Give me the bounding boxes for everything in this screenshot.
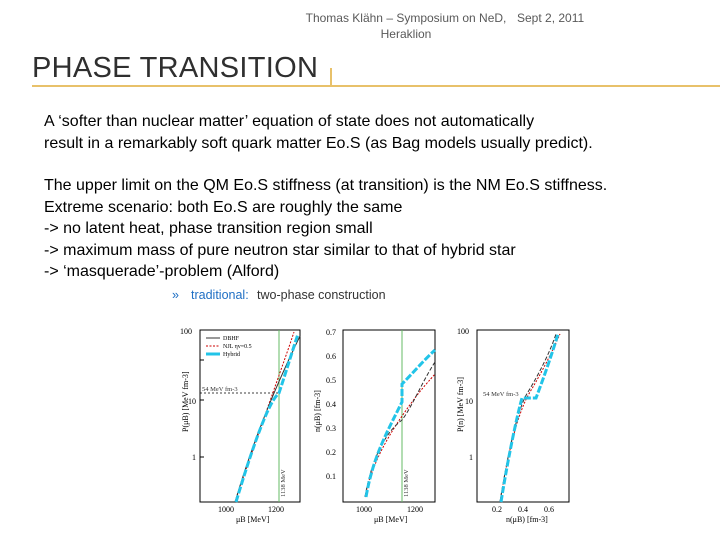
paragraph-1-line: result in a remarkably soft quark matter…	[44, 134, 593, 152]
legend-hybrid-label: Hybrid	[223, 352, 240, 358]
panel-2-njl-curve	[364, 373, 436, 498]
panel-3-ytick-label: 1	[469, 453, 473, 462]
panel-3: 100 10 1 0.2 0.4 0.6 n(μB) [fm-3] P(n) […	[456, 327, 570, 524]
panel-2-ylabel: n(μB) [fm-3]	[313, 390, 322, 432]
panel-3-xlabel: n(μB) [fm-3]	[506, 515, 548, 524]
title-rule-tick	[330, 68, 332, 87]
panel-1-ytick-label: 1	[192, 453, 196, 462]
panel-2-ytick-label: 0.3	[326, 424, 336, 433]
panel-2-ytick-label: 0.1	[326, 472, 336, 481]
header-author: Thomas Klähn – Symposium on NeD, Herakli…	[300, 10, 512, 42]
panel-1-ytick-label: 100	[180, 327, 192, 336]
panel-3-xtick-label: 0.2	[492, 505, 502, 514]
header-author-line2: Heraklion	[380, 27, 432, 41]
panel-1-ylabel: P(μB) [MeV fm-3]	[181, 371, 190, 432]
panel-1-vlabel: 1138 MeV	[280, 469, 287, 497]
panel-2-ytick-label: 0.2	[326, 448, 336, 457]
panel-3-njl-curve	[499, 333, 561, 503]
panel-2-dbhf-curve	[364, 361, 436, 498]
panel-1-annotation: 54 MeV fm-3	[202, 386, 238, 393]
panel-1-dbhf-curve	[234, 335, 301, 503]
panel-1-frame	[199, 329, 301, 503]
legend-dbhf-label: DBHF	[223, 336, 240, 342]
panel-2-ytick-label: 0.6	[326, 352, 336, 361]
panel-1-xlabel: μB [MeV]	[236, 515, 270, 524]
legend-njl-label: NJL ηv=0.5	[223, 344, 252, 350]
panel-2-vlabel: 1138 MeV	[403, 469, 410, 497]
figure-heading-arrow-icon: »	[172, 288, 179, 302]
panel-2-xtick-label: 1200	[407, 505, 423, 514]
panel-3-hybrid-curve	[499, 333, 560, 503]
paragraph-2-line: Extreme scenario: both Eo.S are roughly …	[44, 198, 403, 216]
paragraph-1: A ‘softer than nuclear matter’ equation …	[44, 111, 593, 154]
paragraph-2-line: -> ‘masquerade’-problem (Alford)	[44, 263, 280, 280]
figure-svg: » traditional: two-phase construction 10…	[172, 288, 570, 524]
panel-2-xtick-label: 1000	[356, 505, 372, 514]
figure-phase-transition: » traditional: two-phase construction 10…	[150, 282, 590, 540]
panel-3-ytick-label: 100	[457, 327, 469, 336]
title-rule	[32, 85, 720, 87]
panel-1: 100 10 1 1000 1200 μB [MeV] P(μB) [MeV f…	[180, 327, 301, 524]
paragraph-2-line: -> no latent heat, phase transition regi…	[44, 220, 373, 237]
figure-heading-rest: two-phase construction	[257, 288, 386, 302]
panel-3-ytick-label: 10	[465, 397, 473, 406]
paragraph-2-line: -> maximum mass of pure neutron star sim…	[44, 241, 516, 259]
header-date: Sept 2, 2011	[517, 11, 585, 25]
panel-1-hybrid-curve	[234, 333, 300, 503]
panel-2: 0.7 0.6 0.5 0.4 0.3 0.2 0.1 1000 1200 μB…	[313, 328, 437, 524]
panel-2-ytick-label: 0.7	[326, 328, 336, 337]
header-author-line1: Thomas Klähn – Symposium on NeD,	[305, 11, 507, 25]
paragraph-2-line: The upper limit on the QM Eo.S stiffness…	[44, 177, 608, 194]
panel-2-hybrid-curve	[364, 348, 437, 498]
panel-3-annotation: 54 MeV fm-3	[483, 391, 519, 398]
paragraph-1-line: A ‘softer than nuclear matter’ equation …	[44, 113, 535, 130]
panel-3-xtick-label: 0.6	[544, 505, 554, 514]
panel-2-ytick-label: 0.4	[326, 400, 336, 409]
panel-1-xtick-label: 1200	[268, 505, 284, 514]
panel-1-xtick-label: 1000	[218, 505, 234, 514]
panel-2-ytick-label: 0.5	[326, 376, 336, 385]
panel-3-ylabel: P(n) [MeV fm-3]	[456, 377, 465, 432]
panel-3-frame	[476, 329, 570, 503]
panel-3-xtick-label: 0.4	[518, 505, 528, 514]
slide-title: PHASE TRANSITION	[32, 52, 319, 84]
panel-1-ytick-label: 10	[188, 397, 196, 406]
panel-2-frame	[342, 329, 436, 503]
figure-heading-prefix: traditional:	[191, 288, 249, 302]
paragraph-2: The upper limit on the QM Eo.S stiffness…	[44, 175, 607, 283]
panel-2-xlabel: μB [MeV]	[374, 515, 408, 524]
